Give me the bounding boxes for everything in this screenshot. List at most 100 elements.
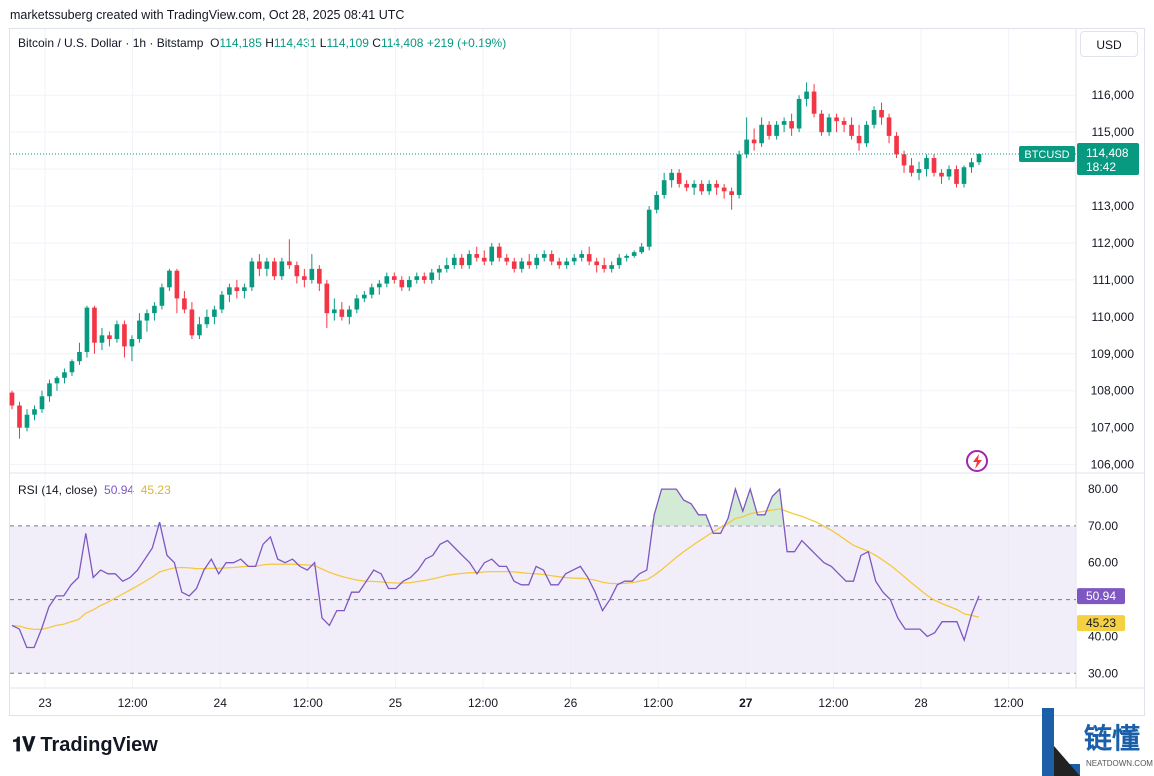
candle-body [137,320,142,340]
candle-body [294,265,300,277]
candle-body [189,309,195,336]
candle-body [257,261,262,269]
lightning-bolt-icon [973,454,982,469]
candle-body [871,110,877,125]
candle-body [939,172,944,177]
candle-body [122,324,127,347]
rsi-line [11,486,980,649]
candle-body [84,307,90,352]
candle-body [691,183,697,188]
candle-body [631,252,637,256]
price-tick-label: 109,000 [1091,347,1135,361]
candle-body [302,276,307,280]
rsi-value-tag-bg [1077,588,1125,605]
rsi-ma-line [11,508,980,631]
candle-body [159,287,165,306]
candle-body [864,124,869,144]
candle-body [234,287,240,292]
candle-body [886,117,892,136]
price-tick-label: 112,000 [1092,236,1135,250]
price-tick-label: 113,000 [1092,199,1135,213]
candle-body [969,162,974,168]
rsi-tick-label: 70.00 [1088,519,1118,533]
candle-body [826,117,832,133]
candle-body [586,254,592,262]
candle-body [32,409,37,415]
candle-body [287,261,292,266]
candle-body [167,270,172,288]
candle-body [92,307,97,343]
candle-body [242,287,247,292]
price-tick-label: 107,000 [1091,421,1135,435]
x-tick-label: 12:00 [118,696,148,710]
candle-body [901,154,907,166]
candle-body [669,172,674,181]
candle-body [541,254,547,258]
candle-body [511,261,517,269]
candle-body [182,298,187,310]
candle-body [654,194,659,210]
symbol-title: Bitcoin / U.S. Dollar · 1h · Bitstamp [18,36,204,50]
candle-body [841,121,847,125]
candle-body [107,335,112,340]
candle-body [77,351,82,362]
symbol-legend: Bitcoin / U.S. Dollar · 1h · Bitstamp O 1… [18,36,506,50]
rsi-overbought-fill [650,489,710,526]
low-value: 114,109 [326,36,369,50]
candle-body [339,309,345,317]
candle-body [556,261,562,266]
candle-body [661,180,667,195]
rsi-value-tag: 50.94 [1086,589,1116,603]
candle-body [489,246,495,262]
candle-body [571,257,577,262]
candle-body [99,335,105,343]
candle-body [781,121,787,125]
x-tick-label: 23 [38,696,52,710]
candle-body [69,361,75,373]
price-tag-countdown: 18:42 [1086,160,1116,174]
currency-button[interactable]: USD [1080,31,1138,57]
watermark-l-icon [1042,708,1080,776]
candle-body [144,313,150,321]
candle-body [699,183,704,192]
candle-body [219,294,225,310]
candle-body [706,183,712,192]
candle-body [9,392,15,406]
candle-body [332,309,337,314]
rsi-ma-legend-value: 45.23 [140,483,171,497]
tradingview-brand: TradingView [40,734,158,756]
x-tick-label: 12:00 [818,696,848,710]
x-tick-label: 24 [214,696,228,710]
candle-body [646,209,652,247]
candle-body [406,279,412,288]
open-label: O [210,36,220,50]
watermark-domain: NEATDOWN.COM [1086,759,1153,768]
price-tick-label: 108,000 [1091,384,1135,398]
candle-body [249,261,255,288]
high-label: H [265,36,274,50]
close-value: 114,408 [380,36,424,50]
rsi-ma-tag: 45.23 [1086,616,1116,630]
candle-body [946,169,952,177]
candle-body [909,165,914,173]
candle-body [609,265,615,269]
candle-body [774,124,779,136]
candle-body [376,283,382,288]
candle-body [54,377,60,384]
candle-body [212,309,217,317]
candle-body [369,287,375,295]
candle-body [961,167,967,184]
x-tick-label: 12:00 [643,696,673,710]
candle-body [534,257,540,266]
candle-body [451,257,457,266]
candle-body [789,121,794,129]
rsi-tick-label: 60.00 [1088,556,1118,570]
price-tick-label: 111,000 [1092,273,1134,287]
candle-body [459,257,465,266]
candle-body [894,135,899,155]
candle-body [114,324,120,340]
candle-body [444,265,450,269]
candle-body [519,261,525,269]
price-tick-label: 110,000 [1092,310,1135,324]
